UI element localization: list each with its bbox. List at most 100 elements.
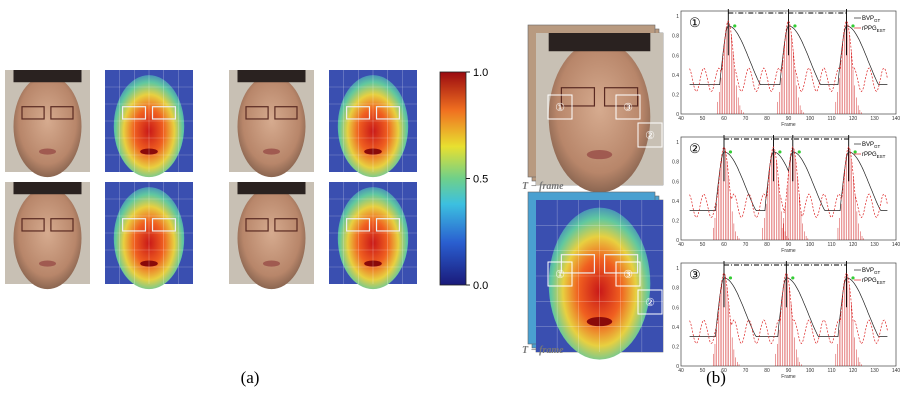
peak-dot xyxy=(729,276,732,279)
x-tick-label: 110 xyxy=(828,368,836,374)
y-tick-label: 0.2 xyxy=(672,218,679,224)
legend-name: BVP xyxy=(862,16,874,22)
colorbar-tick-label: 1.0 xyxy=(473,67,488,79)
legend-name: BVP xyxy=(862,268,874,274)
plot-marker: ③ xyxy=(689,267,701,282)
y-tick-label: 1 xyxy=(676,14,679,20)
face xyxy=(238,75,306,177)
face xyxy=(238,187,306,289)
peak-dot xyxy=(798,150,801,153)
x-tick-label: 40 xyxy=(678,116,684,122)
x-tick-label: 80 xyxy=(764,116,770,122)
x-axis-label: Frame xyxy=(781,374,796,380)
x-axis-label: Frame xyxy=(781,248,796,254)
y-tick-label: 0.6 xyxy=(672,305,679,311)
y-tick-label: 0.4 xyxy=(672,199,679,205)
x-tick-label: 130 xyxy=(870,368,879,374)
x-tick-label: 70 xyxy=(743,368,749,374)
face-image xyxy=(5,70,90,177)
roi-label: ② xyxy=(645,297,655,309)
legend-entry: rPPGEST xyxy=(862,26,886,33)
panel-label: (a) xyxy=(241,368,260,387)
y-tick-label: 0 xyxy=(676,112,679,118)
face xyxy=(14,75,82,177)
face-image xyxy=(229,70,314,177)
legend-name: rPPG xyxy=(862,278,877,284)
x-tick-label: 140 xyxy=(892,116,901,122)
mouth xyxy=(263,261,280,267)
x-tick-label: 70 xyxy=(743,242,749,248)
peak-dot xyxy=(791,276,794,279)
x-tick-label: 100 xyxy=(806,368,815,374)
legend-sub: EST xyxy=(877,280,886,285)
colorbar-tick-label: 0.0 xyxy=(473,280,488,292)
hair xyxy=(238,70,306,82)
x-tick-label: 60 xyxy=(721,242,727,248)
mouth xyxy=(587,150,612,159)
mouth xyxy=(39,261,56,267)
y-tick-label: 0 xyxy=(676,364,679,370)
face-image xyxy=(105,70,193,177)
x-tick-label: 140 xyxy=(892,242,901,248)
plot-marker: ② xyxy=(689,141,701,156)
x-tick-label: 80 xyxy=(764,242,770,248)
x-tick-label: 40 xyxy=(678,242,684,248)
legend-name: rPPG xyxy=(862,152,877,158)
x-tick-label: 120 xyxy=(849,368,858,374)
x-tick-label: 50 xyxy=(700,368,706,374)
x-tick-label: 50 xyxy=(700,116,706,122)
legend-entry: BVPGT xyxy=(862,16,881,23)
x-tick-label: 70 xyxy=(743,116,749,122)
y-tick-label: 0.8 xyxy=(672,286,679,292)
x-tick-label: 120 xyxy=(849,116,858,122)
peak-dot xyxy=(733,24,736,27)
x-axis-label: Frame xyxy=(781,122,796,128)
y-tick-label: 0.6 xyxy=(672,179,679,185)
plot-marker: ① xyxy=(689,15,701,30)
legend-sub: GT xyxy=(874,144,881,149)
figure: (a) (b) 1.00.50.0①③②①③②T − frameT − fram… xyxy=(0,0,901,396)
roi-label: ③ xyxy=(623,269,633,281)
y-tick-label: 1 xyxy=(676,266,679,272)
face xyxy=(549,41,651,193)
y-tick-label: 0.8 xyxy=(672,34,679,40)
legend-entry: rPPGEST xyxy=(862,152,886,159)
frame-label: T − frame xyxy=(522,345,564,356)
y-tick-label: 1 xyxy=(676,140,679,146)
colorbar xyxy=(440,72,466,285)
legend-entry: BVPGT xyxy=(862,268,881,275)
mouth xyxy=(263,149,280,155)
legend-name: rPPG xyxy=(862,26,877,32)
peak-dot xyxy=(778,150,781,153)
legend-sub: EST xyxy=(877,154,886,159)
peak-dot xyxy=(793,24,796,27)
legend-sub: EST xyxy=(877,28,886,33)
face-image xyxy=(5,182,90,289)
x-tick-label: 120 xyxy=(849,242,858,248)
legend-sub: GT xyxy=(874,270,881,275)
roi-label: ③ xyxy=(623,102,633,114)
x-tick-label: 130 xyxy=(870,116,879,122)
face-image xyxy=(329,182,417,289)
face-image xyxy=(105,182,193,289)
face xyxy=(14,187,82,289)
roi-label: ② xyxy=(645,130,655,142)
y-tick-label: 0.2 xyxy=(672,344,679,350)
peak-dot xyxy=(851,276,854,279)
x-tick-label: 80 xyxy=(764,368,770,374)
x-tick-label: 50 xyxy=(700,242,706,248)
x-tick-label: 130 xyxy=(870,242,879,248)
y-tick-label: 0 xyxy=(676,238,679,244)
x-tick-label: 60 xyxy=(721,116,727,122)
peak-dot xyxy=(851,24,854,27)
hair xyxy=(14,70,82,82)
x-tick-label: 100 xyxy=(806,116,815,122)
y-tick-label: 0.4 xyxy=(672,325,679,331)
x-tick-label: 110 xyxy=(828,242,836,248)
colorbar-tick-label: 0.5 xyxy=(473,174,488,186)
y-tick-label: 0.6 xyxy=(672,53,679,59)
x-tick-label: 140 xyxy=(892,368,901,374)
hair xyxy=(14,182,82,194)
mouth xyxy=(39,149,56,155)
legend-name: BVP xyxy=(862,142,874,148)
